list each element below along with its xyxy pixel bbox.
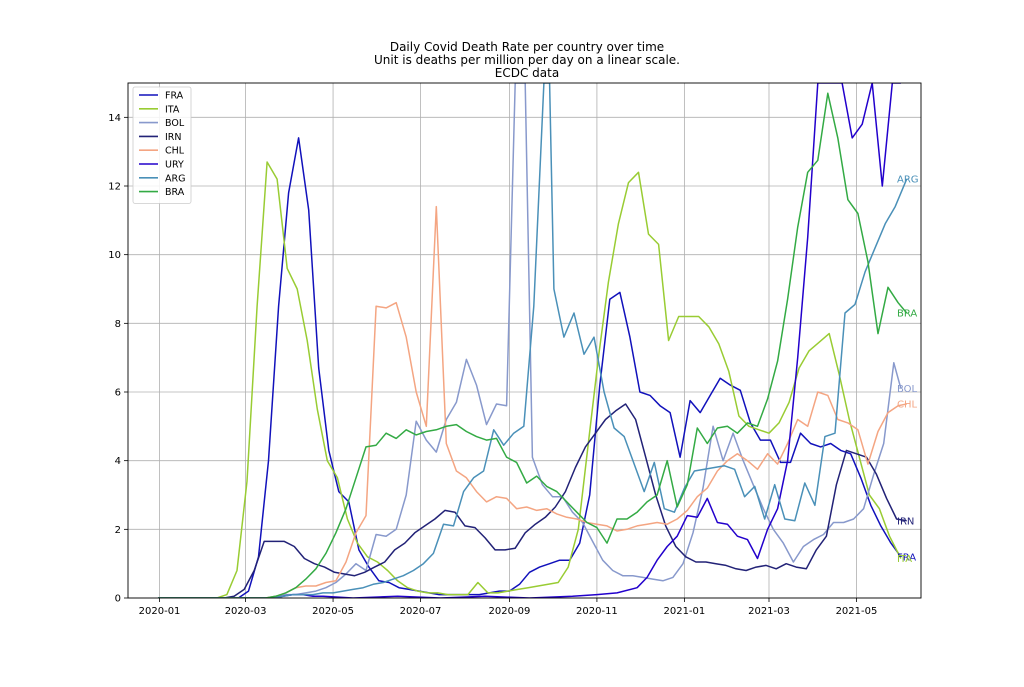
end-label-chl: CHL bbox=[897, 400, 918, 411]
y-tick-label: 2 bbox=[115, 525, 121, 536]
axis-ticks: 2020-01 2020-03 2020-05 2020-07 2020-09 2020-… bbox=[108, 113, 877, 617]
series-line-ury bbox=[158, 83, 901, 598]
legend-label: ITA bbox=[165, 104, 180, 115]
x-tick-label: 2020-09 bbox=[489, 606, 531, 617]
legend: FRA ITA BOL IRN CHL URY ARG BRA bbox=[132, 86, 192, 204]
legend-label: URY bbox=[165, 160, 184, 171]
x-tick-label: 2020-01 bbox=[139, 606, 181, 617]
end-label-bra: BRA bbox=[897, 309, 917, 320]
x-tick-label: 2021-05 bbox=[836, 606, 878, 617]
series-line-arg bbox=[158, 83, 908, 598]
series-line-irn bbox=[158, 403, 907, 598]
series-line-bra bbox=[158, 92, 908, 598]
legend-label: CHL bbox=[165, 146, 185, 157]
series-line-ita bbox=[158, 161, 902, 598]
end-label-irn: IRN bbox=[897, 516, 914, 527]
x-tick-label: 2020-05 bbox=[312, 606, 354, 617]
y-tick-label: 10 bbox=[108, 250, 121, 261]
legend-label: BRA bbox=[165, 187, 185, 198]
series-line-chl bbox=[158, 205, 907, 598]
y-tick-label: 4 bbox=[115, 456, 121, 467]
y-tick-label: 14 bbox=[108, 113, 121, 124]
chart-title: Daily Covid Death Rate per country over … bbox=[374, 40, 680, 80]
x-tick-label: 2021-03 bbox=[748, 606, 790, 617]
series-group bbox=[158, 83, 908, 598]
y-tick-label: 0 bbox=[115, 594, 121, 605]
legend-label: IRN bbox=[165, 132, 182, 143]
y-tick-label: 12 bbox=[108, 182, 121, 193]
x-tick-label: 2021-01 bbox=[663, 606, 705, 617]
x-tick-label: 2020-07 bbox=[400, 606, 442, 617]
title-line-3: ECDC data bbox=[495, 66, 559, 80]
legend-box bbox=[132, 86, 192, 204]
series-line-bol bbox=[158, 83, 902, 598]
axes-frame bbox=[127, 82, 922, 599]
end-label-ita: ITA bbox=[897, 554, 912, 565]
legend-label: BOL bbox=[165, 118, 185, 129]
title-line-1: Daily Covid Death Rate per country over … bbox=[390, 40, 664, 54]
y-tick-label: 6 bbox=[115, 388, 121, 399]
x-tick-label: 2020-11 bbox=[576, 606, 618, 617]
x-tick-label: 2020-03 bbox=[225, 606, 267, 617]
end-label-arg: ARG bbox=[897, 175, 919, 186]
title-line-2: Unit is deaths per million per day on a … bbox=[374, 53, 680, 67]
end-label-fra: FRA bbox=[897, 552, 916, 563]
legend-label: ARG bbox=[165, 173, 185, 184]
y-tick-label: 8 bbox=[115, 319, 121, 330]
grid bbox=[128, 83, 921, 599]
end-label-bol: BOL bbox=[897, 384, 918, 395]
legend-label: FRA bbox=[165, 91, 184, 102]
